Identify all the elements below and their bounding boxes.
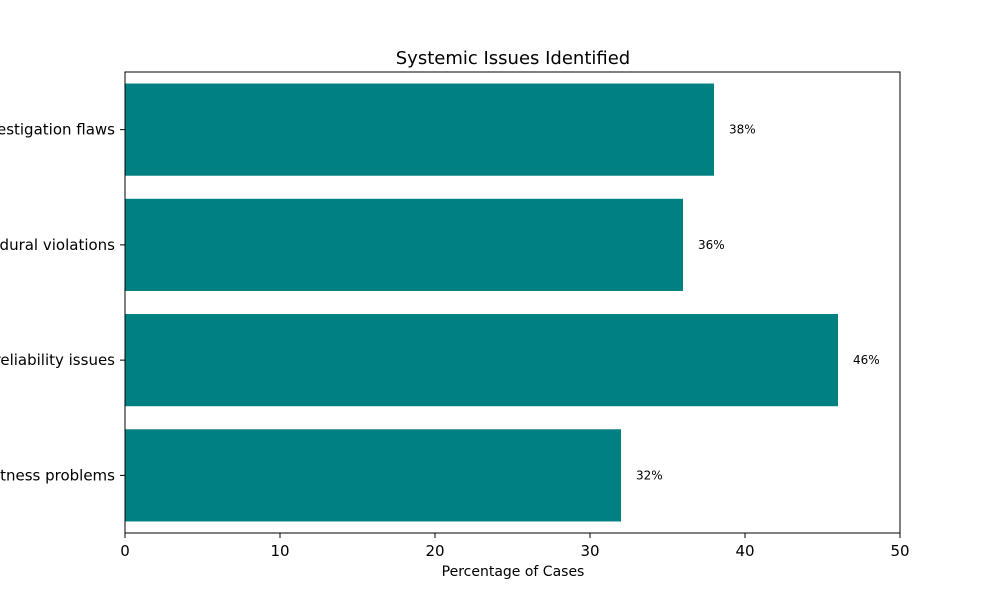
bar-3 — [125, 314, 838, 407]
chart-title: Systemic Issues Identified — [396, 48, 631, 69]
category-label-1: estigation flaws — [0, 121, 115, 139]
x-tick-label-30: 30 — [580, 542, 599, 560]
category-label-4: tness problems — [0, 466, 115, 484]
bars-group — [125, 83, 838, 522]
x-ticks-group: 0 10 20 30 40 50 — [120, 533, 910, 560]
x-tick-label-10: 10 — [270, 542, 289, 560]
plot-frame — [124, 71, 901, 534]
data-label-3: 46% — [853, 353, 880, 367]
data-label-1: 38% — [729, 123, 756, 137]
data-label-4: 32% — [636, 468, 663, 482]
x-axis-label: Percentage of Cases — [442, 564, 585, 580]
x-tick-label-40: 40 — [735, 542, 754, 560]
category-label-3: reliability issues — [0, 351, 115, 369]
data-labels-group: 38% 36% 46% 32% — [636, 123, 880, 483]
category-label-2: edural violations — [0, 236, 115, 254]
x-tick-label-20: 20 — [425, 542, 444, 560]
x-tick-label-50: 50 — [890, 542, 909, 560]
bar-2 — [125, 198, 683, 291]
bar-4 — [125, 429, 621, 522]
x-tick-label-0: 0 — [120, 542, 130, 560]
bar-1 — [125, 83, 714, 176]
category-labels-group: estigation flaws edural violations reliabi… — [0, 121, 125, 484]
data-label-2: 36% — [698, 238, 725, 252]
